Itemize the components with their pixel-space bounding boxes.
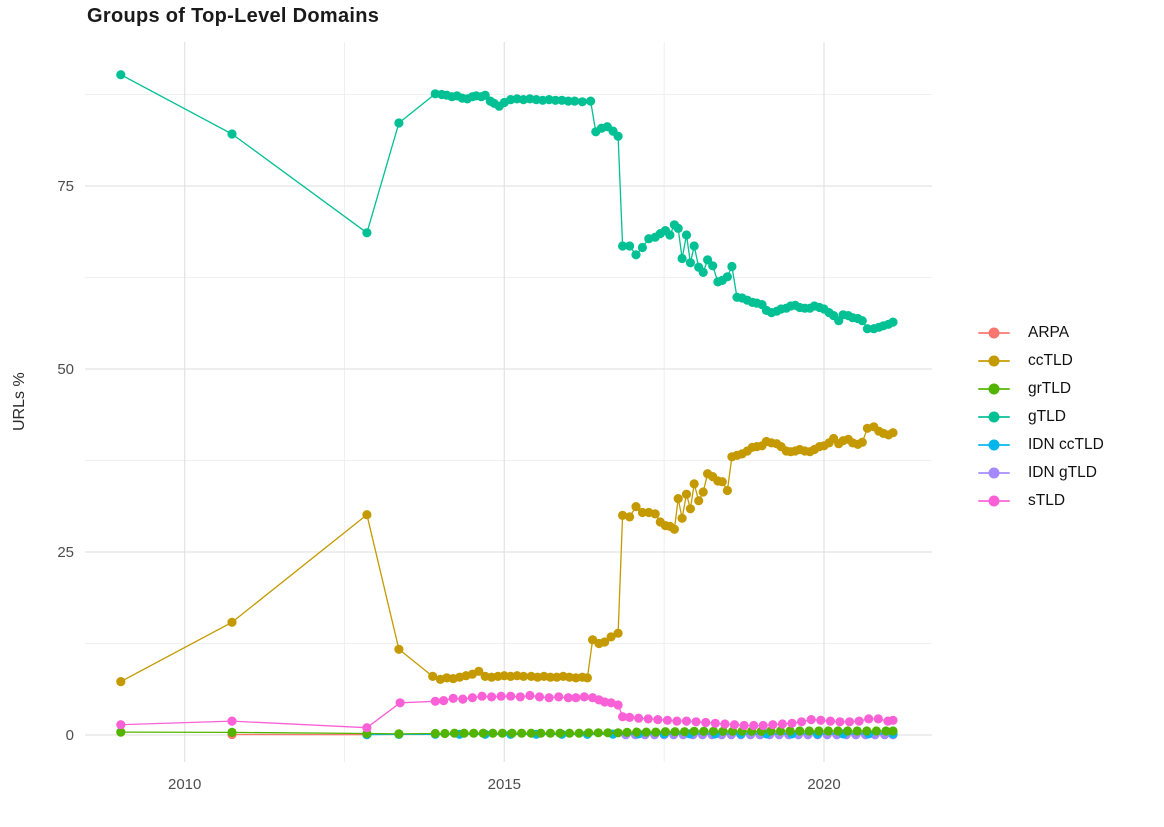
legend-label: IDN gTLD [1028,464,1097,481]
y-tick-label: 25 [57,544,74,561]
legend-item-stld: sTLD [978,487,1104,515]
legend-key-icon [978,326,1010,340]
legend-label: grTLD [1028,380,1072,397]
legend-item-arpa: ARPA [978,319,1104,347]
y-tick-label: 50 [57,361,74,378]
y-tick-label: 0 [66,727,74,744]
x-tick-label: 2020 [807,776,840,793]
legend-label: ccTLD [1028,352,1073,369]
legend-label: sTLD [1028,492,1066,509]
series-cctld [116,422,898,687]
legend-item-cctld: ccTLD [978,347,1104,375]
chart-title: Groups of Top-Level Domains [87,5,380,27]
legend-key-icon [978,410,1010,424]
legend-key-icon [978,438,1010,452]
legend-item-idn-gtld: IDN gTLD [978,459,1104,487]
major-gridlines [85,42,932,762]
legend-key-icon [978,466,1010,480]
axis-tick-labels: 0 25 50 75 2010 2015 2020 [57,178,840,793]
series-gtld [116,70,898,334]
legend-item-gtld: gTLD [978,403,1104,431]
legend-label: IDN ccTLD [1028,436,1104,453]
series-grtld [116,726,898,739]
legend-item-grtld: grTLD [978,375,1104,403]
legend-label: ARPA [1028,324,1070,341]
y-tick-label: 75 [57,178,74,195]
legend-key-icon [978,354,1010,368]
legend-key-icon [978,494,1010,508]
series-arpa [227,729,372,740]
series-stld [116,690,898,733]
legend-label: gTLD [1028,408,1066,425]
legend-key-icon [978,382,1010,396]
x-tick-label: 2015 [488,776,521,793]
legend: ARPA ccTLD grTLD gTLD IDN ccTLD IDN gTLD… [978,319,1104,515]
minor-gridlines [85,42,932,762]
legend-item-idn-cctld: IDN ccTLD [978,431,1104,459]
x-tick-label: 2010 [168,776,201,793]
